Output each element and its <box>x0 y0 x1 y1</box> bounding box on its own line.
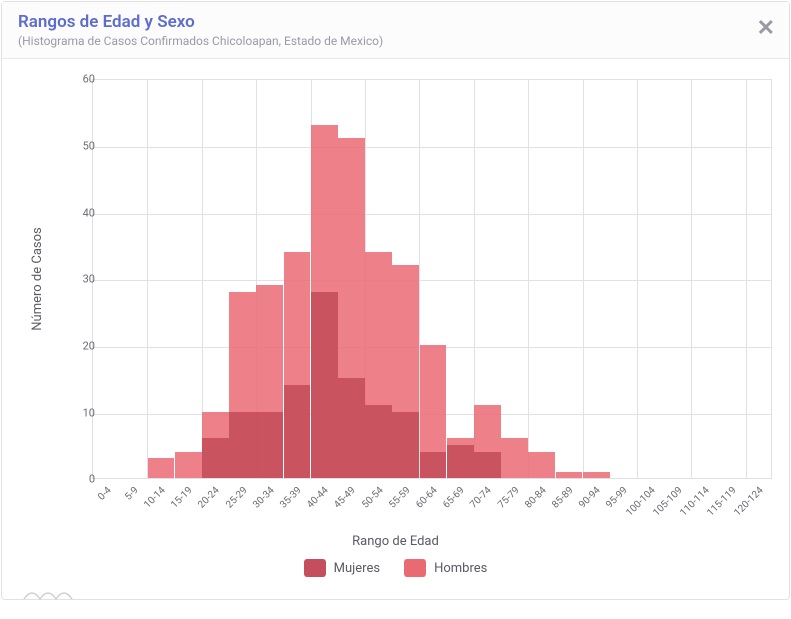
y-tick-label: 50 <box>65 140 95 153</box>
x-tick-label: 40-44 <box>305 485 331 511</box>
y-tick-label: 20 <box>65 340 95 353</box>
bar-hombres <box>528 452 555 479</box>
bar-mujeres <box>474 452 501 479</box>
x-tick-label: 35-39 <box>278 485 304 511</box>
bar-mujeres <box>338 378 365 478</box>
bar-mujeres <box>392 412 419 479</box>
gridline-v <box>637 80 638 478</box>
y-tick-label: 60 <box>65 73 95 86</box>
bar-mujeres <box>365 405 392 478</box>
gridline-h <box>93 214 771 215</box>
gridline-v <box>691 80 692 478</box>
legend: Mujeres Hombres <box>2 559 789 581</box>
x-tick-label: 10-14 <box>142 485 168 511</box>
gridline-h <box>93 147 771 148</box>
x-tick-label: 0-4 <box>96 485 114 503</box>
bar-hombres <box>501 438 528 478</box>
y-tick-label: 0 <box>65 473 95 486</box>
gridline-v <box>746 80 747 478</box>
chart-area: Número de Casos 0 10 20 30 40 50 60 0-4 5-910-1… <box>2 59 789 599</box>
bar-hombres <box>148 458 175 478</box>
x-tick-label: 80-84 <box>523 485 549 511</box>
bar-mujeres <box>256 412 283 479</box>
x-axis-label: Rango de Edad <box>2 534 789 549</box>
y-tick-label: 10 <box>65 406 95 419</box>
x-tick-label: 45-49 <box>333 485 359 511</box>
y-tick-label: 40 <box>65 206 95 219</box>
x-tick-label: 30-34 <box>251 485 277 511</box>
x-tick-label: 50-54 <box>360 485 386 511</box>
watermark-icon <box>22 585 74 607</box>
legend-swatch <box>404 559 426 577</box>
x-tick-label: 85-89 <box>550 485 576 511</box>
bar-mujeres <box>447 445 474 478</box>
card-subtitle: (Histograma de Casos Confirmados Chicolo… <box>18 34 773 48</box>
legend-label: Hombres <box>434 561 487 576</box>
x-tick-label: 120-124 <box>733 485 767 519</box>
gridline-v <box>583 80 584 478</box>
bar-mujeres <box>284 385 311 478</box>
gridline-v <box>528 80 529 478</box>
x-tick-label: 90-94 <box>577 485 603 511</box>
bar-mujeres <box>420 452 447 479</box>
y-axis-label: Número de Casos <box>30 228 45 331</box>
x-tick-label: 25-29 <box>224 485 250 511</box>
bar-hombres <box>556 472 583 479</box>
x-tick-label: 20-24 <box>197 485 223 511</box>
legend-swatch <box>304 559 326 577</box>
x-tick-label: 70-74 <box>469 485 495 511</box>
plot-area <box>92 79 772 479</box>
x-tick-label: 15-19 <box>169 485 195 511</box>
legend-item[interactable]: Mujeres <box>304 559 380 577</box>
legend-label: Mujeres <box>334 561 380 576</box>
x-tick-label: 55-59 <box>387 485 413 511</box>
x-tick-label: 75-79 <box>496 485 522 511</box>
bar-mujeres <box>311 292 338 479</box>
chart-card: Rangos de Edad y Sexo (Histograma de Cas… <box>1 1 790 600</box>
y-tick-label: 30 <box>65 273 95 286</box>
x-tick-label: 65-69 <box>441 485 467 511</box>
gridline-v <box>147 80 148 478</box>
card-header: Rangos de Edad y Sexo (Histograma de Cas… <box>2 2 789 59</box>
bar-mujeres <box>202 438 229 478</box>
bar-mujeres <box>229 412 256 479</box>
bar-hombres <box>583 472 610 479</box>
x-tick-label: 5-9 <box>123 485 141 503</box>
gridline-h <box>93 280 771 281</box>
x-tick-label: 115-119 <box>705 485 739 519</box>
x-tick-label: 100-104 <box>624 485 658 519</box>
x-tick-label: 60-64 <box>414 485 440 511</box>
close-icon[interactable]: ✕ <box>757 18 775 40</box>
bar-hombres <box>175 452 202 479</box>
card-title: Rangos de Edad y Sexo <box>18 12 773 32</box>
legend-item[interactable]: Hombres <box>404 559 487 577</box>
